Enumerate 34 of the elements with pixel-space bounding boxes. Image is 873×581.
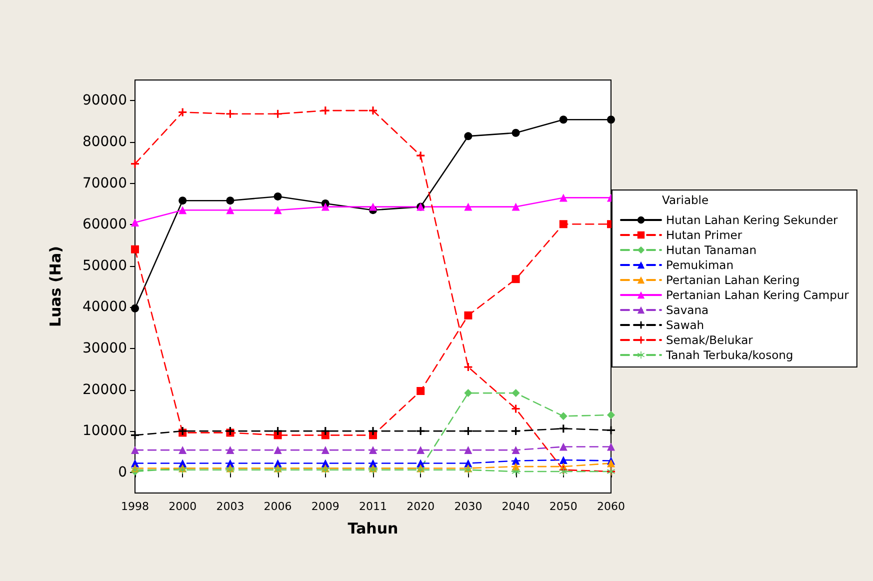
y-tick-label: 90000: [82, 92, 127, 109]
x-tick-label: 2050: [549, 500, 578, 513]
legend-label: Pemukiman: [666, 258, 734, 272]
y-tick-label: 20000: [82, 382, 127, 398]
x-tick-label: 2000: [168, 500, 197, 513]
legend-label: Hutan Lahan Kering Sekunder: [666, 213, 838, 227]
y-tick-label: 30000: [82, 340, 127, 356]
x-tick-label: 2003: [216, 500, 244, 513]
legend-label: Semak/Belukar: [666, 333, 754, 347]
y-tick-label: 40000: [82, 299, 127, 316]
y-tick-label: 70000: [82, 175, 127, 192]
legend-label: Pertanian Lahan Kering: [666, 273, 800, 287]
y-tick-label: 80000: [82, 134, 127, 150]
legend-label: Hutan Tanaman: [666, 243, 756, 257]
legend-label: Savana: [666, 303, 709, 317]
y-tick-label: 10000: [82, 423, 127, 440]
x-tick-label: 2020: [406, 500, 435, 513]
x-axis-title: Tahun: [348, 520, 398, 538]
legend-label: Tanah Terbuka/kosong: [665, 348, 794, 362]
x-tick-label: 2060: [597, 500, 625, 513]
legend-title: Variable: [662, 193, 709, 207]
x-tick-label: 1998: [121, 500, 149, 513]
x-tick-label: 2006: [264, 500, 292, 513]
x-tick-label: 2030: [454, 500, 482, 513]
legend-label: Sawah: [666, 318, 704, 332]
legend-label: Pertanian Lahan Kering Campur: [666, 288, 850, 302]
x-tick-label: 2011: [359, 500, 387, 513]
x-tick-label: 2009: [311, 500, 340, 513]
y-axis-title: Luas (Ha): [46, 246, 64, 327]
legend-label: Hutan Primer: [666, 228, 742, 242]
y-tick-label: 50000: [82, 258, 127, 274]
x-tick-label: 2040: [502, 500, 530, 513]
y-tick-label: 0: [118, 464, 127, 480]
y-tick-label: 60000: [82, 216, 127, 233]
